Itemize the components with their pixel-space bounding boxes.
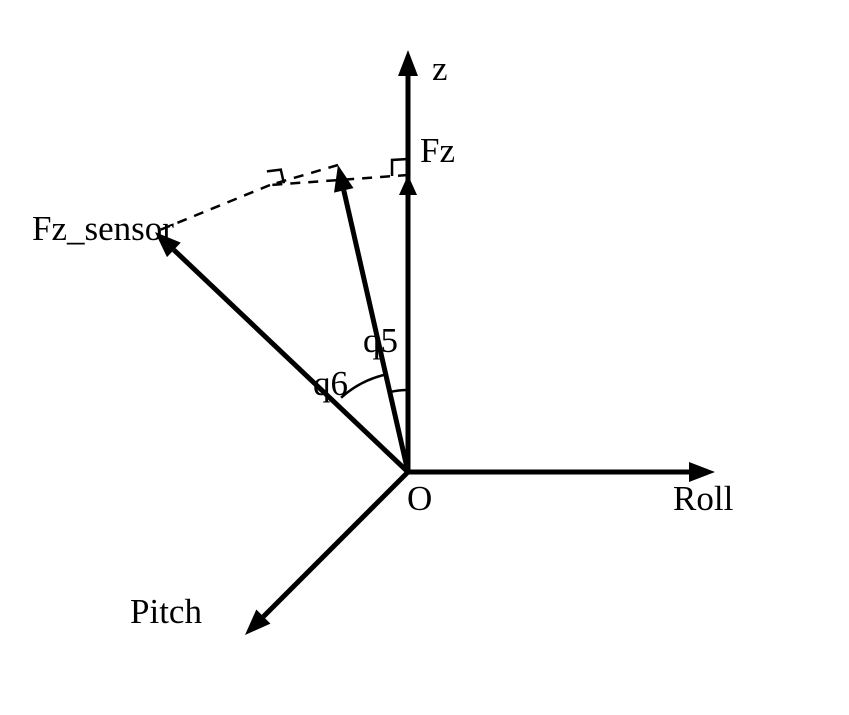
- label-Roll: Roll: [673, 479, 734, 518]
- label-Fz: Fz: [420, 131, 455, 170]
- arc-q5: [390, 390, 408, 392]
- fz-arrowhead: [399, 175, 417, 195]
- label-Pitch: Pitch: [130, 592, 202, 631]
- label-O: O: [407, 479, 432, 518]
- axis-roll: [408, 462, 715, 482]
- axis-pitch: [245, 472, 408, 635]
- vector-v1: [334, 165, 408, 472]
- axis-z: [398, 50, 418, 472]
- label-q6: q6: [313, 364, 348, 403]
- label-Fz_sensor: Fz_sensor: [32, 209, 174, 248]
- label-q5: q5: [363, 321, 398, 360]
- label-z: z: [432, 49, 448, 88]
